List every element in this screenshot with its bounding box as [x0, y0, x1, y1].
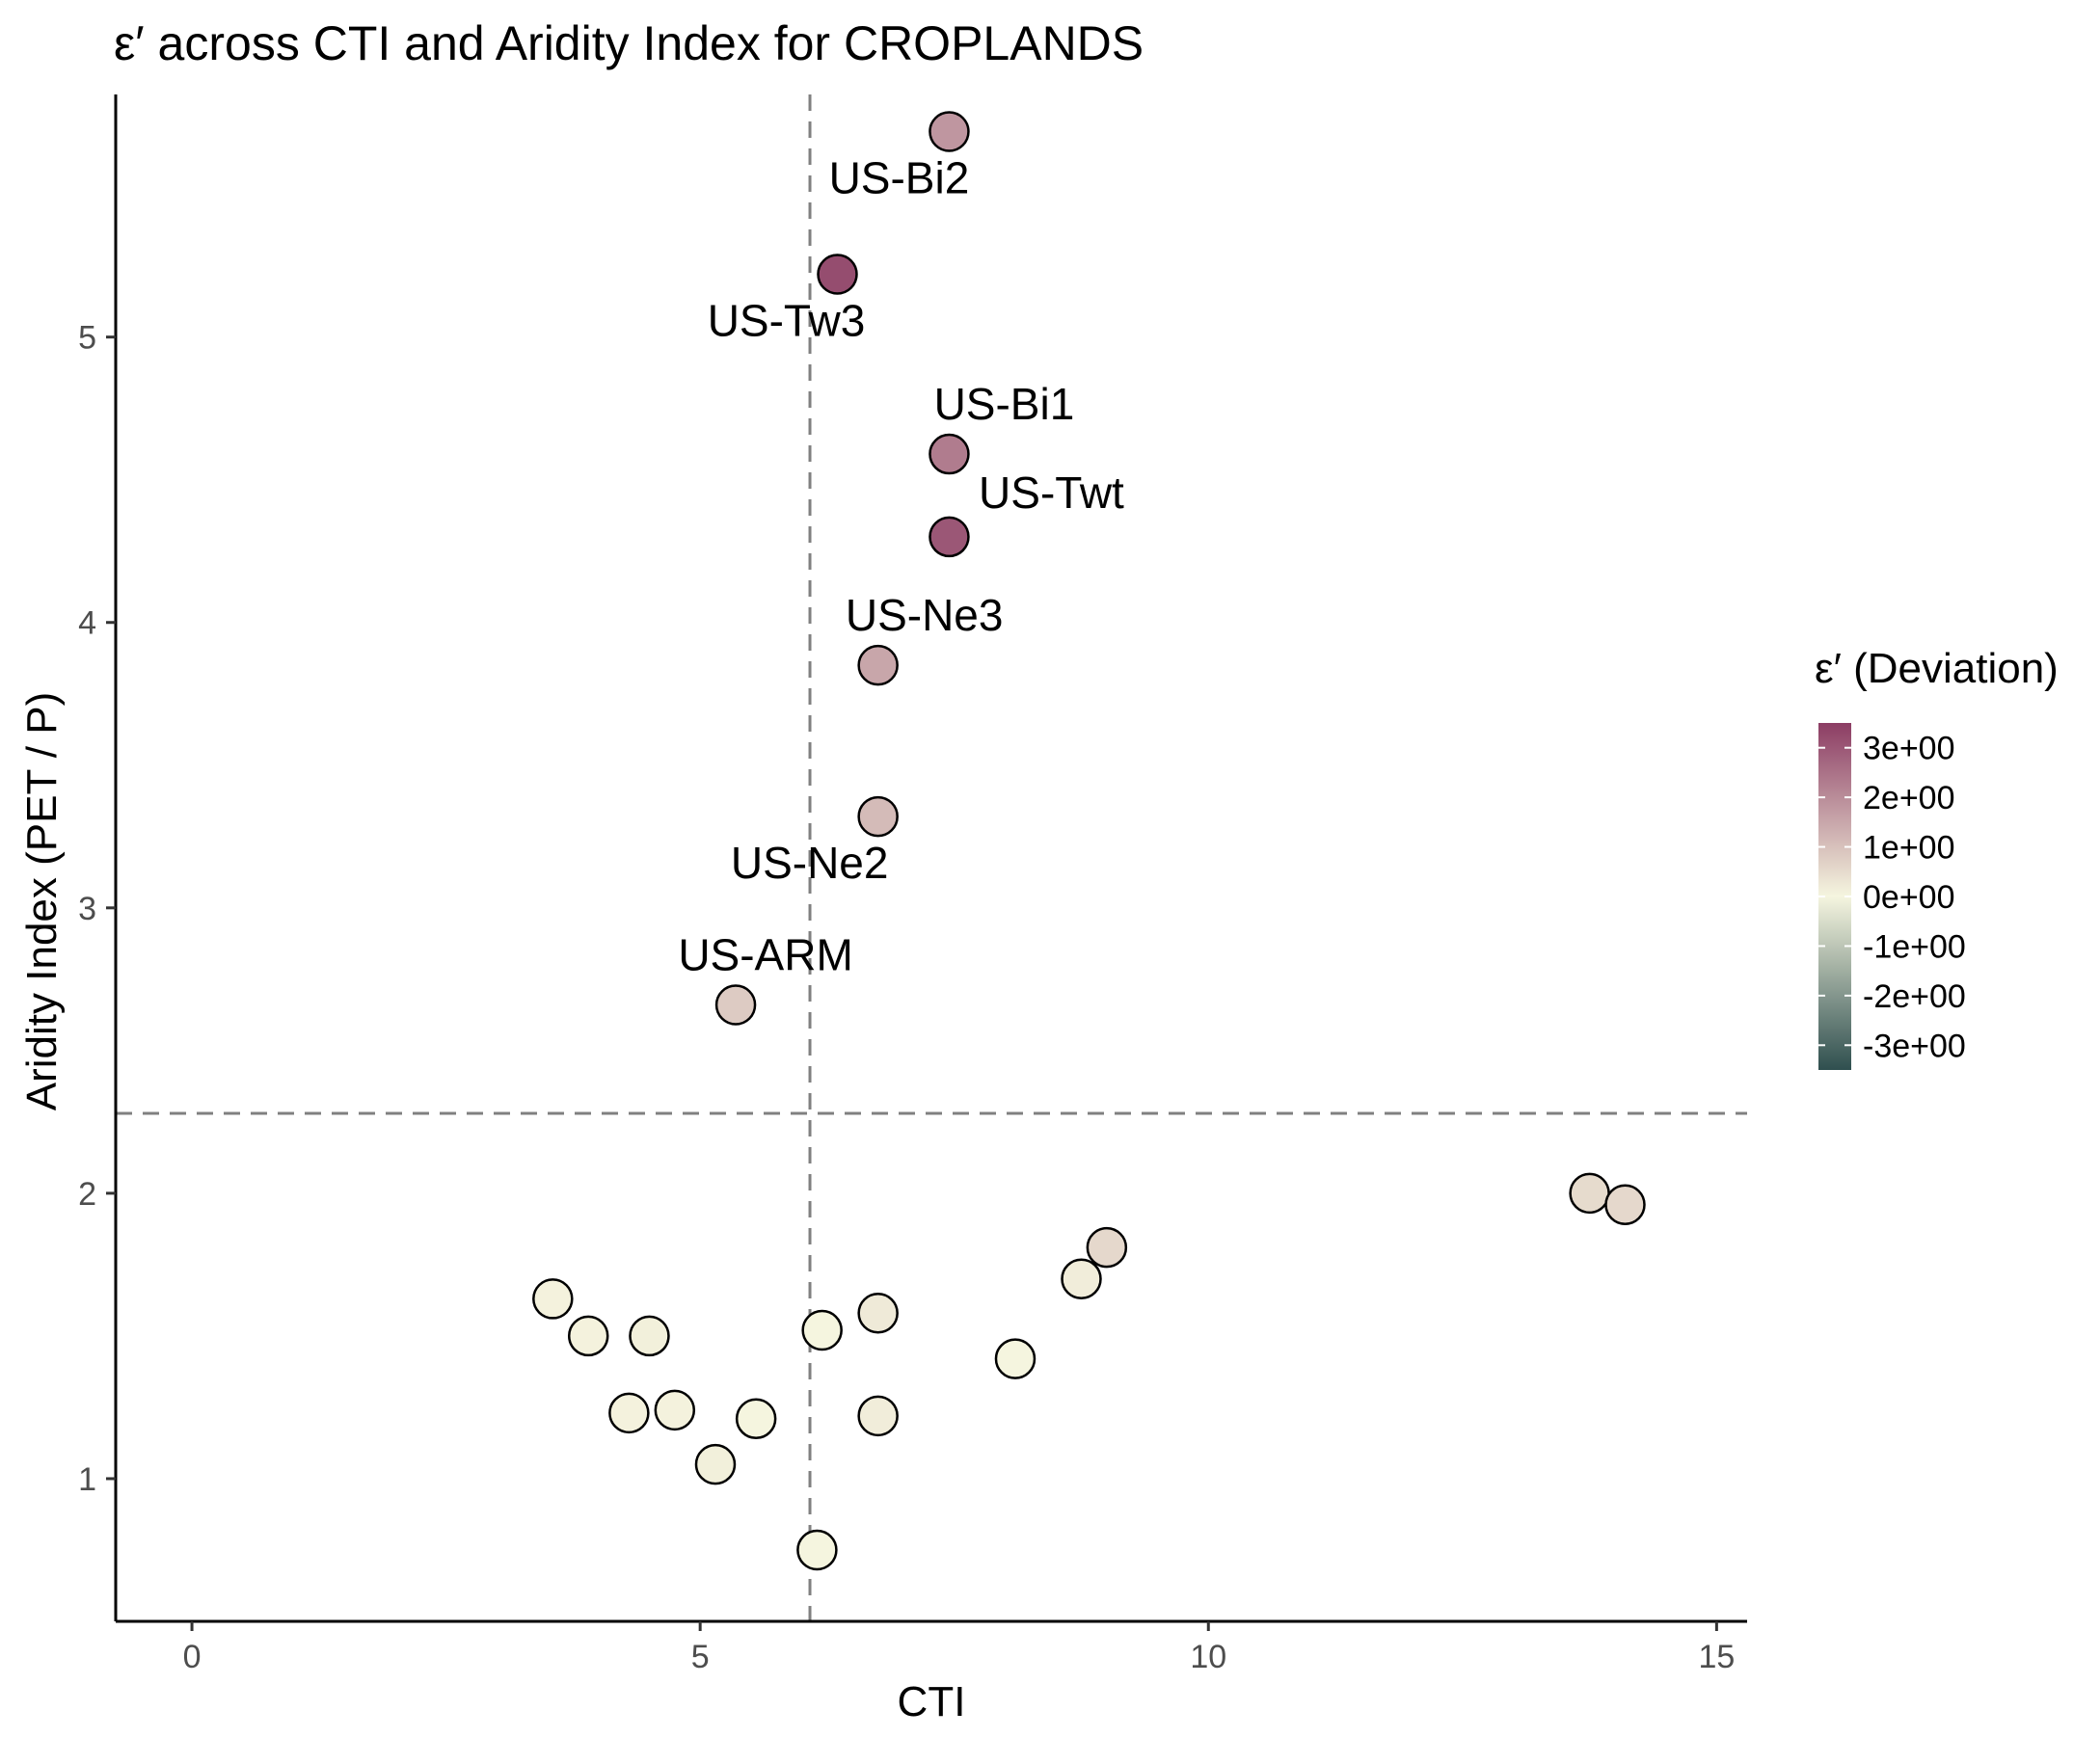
x-tick-label: 15 [1698, 1639, 1735, 1675]
data-point [857, 795, 899, 838]
legend-tick-label: 3e+00 [1863, 731, 1955, 767]
data-point [532, 1278, 574, 1320]
point-label: US-Twt [979, 468, 1124, 518]
point-label: US-Tw3 [708, 296, 866, 346]
data-points [532, 111, 1646, 1571]
point-label: US-Ne2 [731, 838, 889, 888]
data-point [857, 644, 899, 686]
legend-title: ε′ (Deviation) [1815, 645, 2059, 692]
point-label: US-Bi2 [829, 152, 970, 202]
legend-ticks: 3e+00 2e+00 1e+00 0e+00 -1e+00 -2e+00 -3e+00 [1818, 731, 1966, 1064]
color-legend: ε′ (Deviation) 3e+00 2e+00 1e+00 0e+00 -1e+0… [1815, 645, 2059, 1070]
data-point [608, 1392, 650, 1434]
legend-tick-label: 1e+00 [1863, 830, 1955, 867]
x-tick-label: 10 [1190, 1639, 1226, 1675]
x-tick-label: 0 [183, 1639, 202, 1675]
point-label: US-ARM [678, 929, 852, 979]
data-point [796, 1529, 838, 1571]
y-tick-label: 1 [78, 1461, 96, 1498]
data-point [929, 516, 970, 558]
data-point [1604, 1184, 1646, 1225]
data-point [857, 1395, 899, 1437]
x-tick-label: 5 [691, 1639, 710, 1675]
data-point [929, 111, 970, 152]
data-point [929, 433, 970, 475]
y-tick-label: 2 [78, 1176, 96, 1213]
data-point [857, 1292, 899, 1334]
point-label: US-Bi1 [934, 379, 1075, 429]
chart-title: ε′ across CTI and Aridity Index for CROP… [114, 16, 1144, 70]
reference-lines [116, 94, 1747, 1621]
data-point [817, 254, 858, 295]
y-axis-ticks: 1 2 3 4 5 [78, 320, 116, 1498]
legend-tick-label: -2e+00 [1863, 978, 1966, 1015]
y-tick-label: 3 [78, 891, 96, 927]
y-tick-label: 5 [78, 320, 96, 357]
x-axis-ticks: 0 5 10 15 [183, 1621, 1735, 1675]
data-point [629, 1315, 670, 1357]
data-point [801, 1309, 843, 1351]
point-labels: US-Bi2 US-Tw3 US-Bi1 US-Twt US-Ne3 US-Ne2 US-A… [678, 152, 1124, 979]
data-point [567, 1315, 609, 1357]
legend-tick-label: 2e+00 [1863, 780, 1955, 816]
data-point [1086, 1226, 1128, 1269]
x-axis-title: CTI [898, 1678, 966, 1725]
y-axis-title: Aridity Index (PET / P) [18, 692, 66, 1110]
data-point [1569, 1172, 1610, 1215]
data-point [654, 1389, 696, 1431]
data-point [1061, 1258, 1102, 1299]
legend-tick-label: 0e+00 [1863, 879, 1955, 916]
data-point [735, 1398, 777, 1440]
data-point [994, 1338, 1037, 1379]
data-point [694, 1443, 737, 1485]
legend-tick-label: -1e+00 [1863, 928, 1966, 965]
y-tick-label: 4 [78, 605, 96, 642]
legend-tick-label: -3e+00 [1863, 1028, 1966, 1064]
data-point [714, 984, 757, 1026]
axes [114, 94, 1747, 1623]
point-label: US-Ne3 [846, 590, 1004, 640]
